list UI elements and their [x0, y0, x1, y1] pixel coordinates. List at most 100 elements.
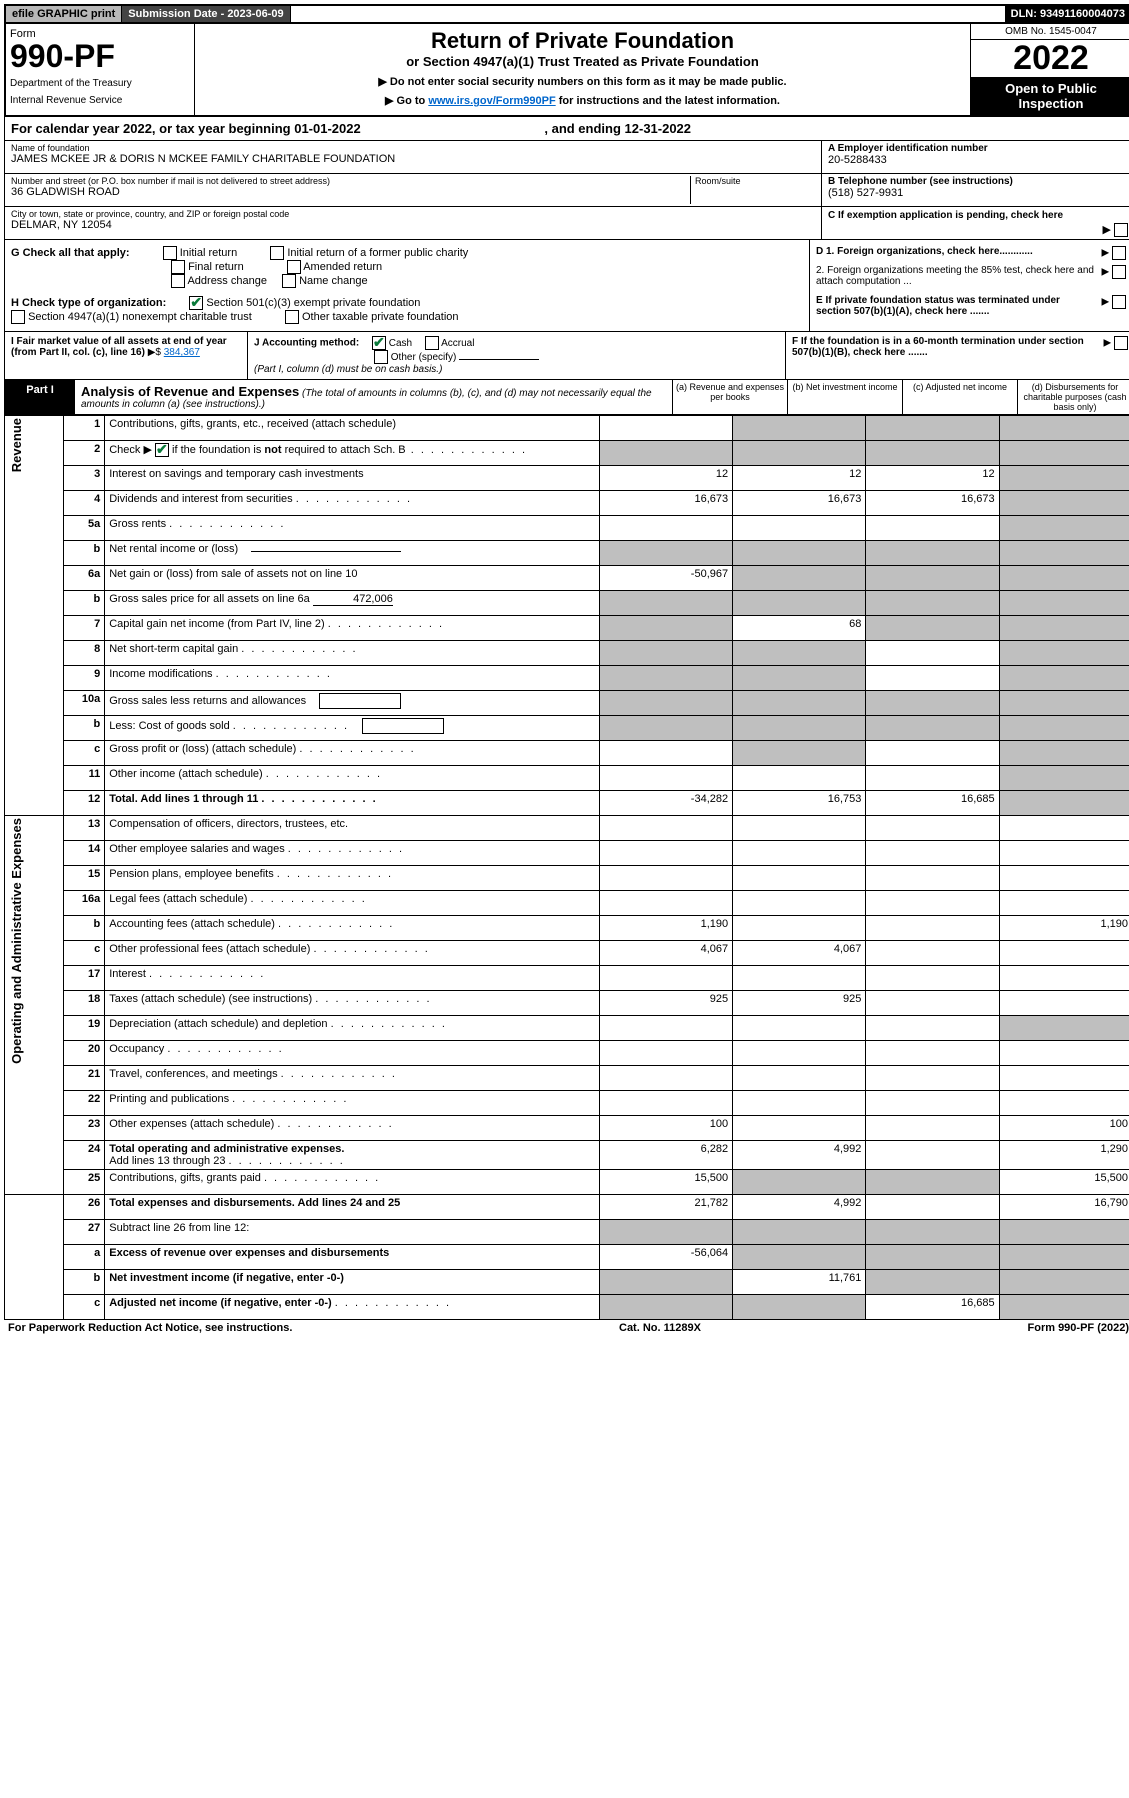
checkbox-accrual[interactable] — [425, 336, 439, 350]
table-row: 25Contributions, gifts, grants paid 15,5… — [5, 1170, 1129, 1195]
checkbox-other-acct[interactable] — [374, 350, 388, 364]
checkbox-amended[interactable] — [287, 260, 301, 274]
form-number: 990-PF — [10, 40, 190, 72]
city-state-zip: DELMAR, NY 12054 — [11, 219, 815, 231]
g-row: G Check all that apply: Initial return I… — [11, 246, 803, 288]
f-cell: F If the foundation is in a 60-month ter… — [786, 332, 1129, 379]
lower-check: I Fair market value of all assets at end… — [4, 332, 1129, 380]
entity-left: Name of foundation JAMES MCKEE JR & DORI… — [5, 141, 821, 239]
header-right: OMB No. 1545-0047 2022 Open to Public In… — [970, 24, 1129, 115]
table-row: 9Income modifications — [5, 666, 1129, 691]
table-row: 18Taxes (attach schedule) (see instructi… — [5, 991, 1129, 1016]
footer-left: For Paperwork Reduction Act Notice, see … — [8, 1322, 292, 1334]
col-d-header: (d) Disbursements for charitable purpose… — [1017, 380, 1129, 414]
table-row: bNet investment income (if negative, ent… — [5, 1270, 1129, 1295]
dept-treasury: Department of the Treasury — [10, 78, 190, 89]
col-a-header: (a) Revenue and expenses per books — [672, 380, 787, 414]
entity-right: A Employer identification number 20-5288… — [821, 141, 1129, 239]
table-row: bNet rental income or (loss) — [5, 541, 1129, 566]
part1-columns: (a) Revenue and expenses per books (b) N… — [672, 380, 1129, 414]
table-row: Operating and Administrative Expenses 13… — [5, 816, 1129, 841]
footer-mid: Cat. No. 11289X — [619, 1322, 701, 1334]
ein: 20-5288433 — [828, 154, 1126, 166]
table-row: 5aGross rents — [5, 516, 1129, 541]
table-row: cGross profit or (loss) (attach schedule… — [5, 741, 1129, 766]
table-row: 2Check ▶ if the foundation is not requir… — [5, 441, 1129, 466]
expenses-label: Operating and Administrative Expenses — [9, 818, 24, 1064]
part1-desc: Analysis of Revenue and Expenses (The to… — [75, 380, 672, 414]
fmv-value: 384,367 — [164, 347, 200, 358]
table-row: 15Pension plans, employee benefits — [5, 866, 1129, 891]
d1-item: D 1. Foreign organizations, check here..… — [816, 246, 1126, 257]
checkbox-f[interactable] — [1114, 336, 1128, 350]
phone-cell: B Telephone number (see instructions) (5… — [822, 174, 1129, 207]
table-row: 6aNet gain or (loss) from sale of assets… — [5, 566, 1129, 591]
street-address: 36 GLADWISH ROAD — [11, 186, 690, 198]
table-row: 21Travel, conferences, and meetings — [5, 1066, 1129, 1091]
tax-year: 2022 — [971, 40, 1129, 77]
revenue-label: Revenue — [9, 418, 24, 472]
h-row: H Check type of organization: Section 50… — [11, 296, 803, 324]
table-row: 17Interest — [5, 966, 1129, 991]
irs-link[interactable]: www.irs.gov/Form990PF — [428, 95, 555, 107]
checkbox-other-tax[interactable] — [285, 310, 299, 324]
open-public: Open to Public Inspection — [971, 77, 1129, 115]
check-section: G Check all that apply: Initial return I… — [4, 240, 1129, 332]
table-row: 8Net short-term capital gain — [5, 641, 1129, 666]
submission-date: Submission Date - 2023-06-09 — [122, 6, 290, 22]
checkbox-address[interactable] — [171, 274, 185, 288]
efile-label: efile GRAPHIC print — [6, 6, 122, 22]
footer: For Paperwork Reduction Act Notice, see … — [4, 1320, 1129, 1336]
form-subtitle: or Section 4947(a)(1) Trust Treated as P… — [203, 54, 962, 69]
table-row: 20Occupancy — [5, 1041, 1129, 1066]
omb-number: OMB No. 1545-0047 — [971, 24, 1129, 40]
checkbox-4947[interactable] — [11, 310, 25, 324]
table-row: 16aLegal fees (attach schedule) — [5, 891, 1129, 916]
checkbox-name[interactable] — [282, 274, 296, 288]
header: Form 990-PF Department of the Treasury I… — [4, 24, 1129, 117]
table-row: 14Other employee salaries and wages — [5, 841, 1129, 866]
table-row: Revenue 1Contributions, gifts, grants, e… — [5, 416, 1129, 441]
table-row: 27Subtract line 26 from line 12: — [5, 1220, 1129, 1245]
part1-header: Part I Analysis of Revenue and Expenses … — [4, 380, 1129, 415]
table-row: 24Total operating and administrative exp… — [5, 1141, 1129, 1170]
instruction-2: ▶ Go to www.irs.gov/Form990PF for instru… — [203, 94, 962, 107]
accounting-cell: J Accounting method: Cash Accrual Other … — [248, 332, 786, 379]
header-left: Form 990-PF Department of the Treasury I… — [6, 24, 195, 115]
table-row: 4Dividends and interest from securities … — [5, 491, 1129, 516]
col-b-header: (b) Net investment income — [787, 380, 902, 414]
checkbox-501c3[interactable] — [189, 296, 203, 310]
checkbox-c[interactable] — [1114, 223, 1128, 237]
main-table: Revenue 1Contributions, gifts, grants, e… — [4, 415, 1129, 1320]
table-row: 3Interest on savings and temporary cash … — [5, 466, 1129, 491]
header-center: Return of Private Foundation or Section … — [195, 24, 970, 115]
part1-label: Part I — [5, 380, 75, 414]
d2-item: 2. Foreign organizations meeting the 85%… — [816, 265, 1126, 287]
c-pending: C If exemption application is pending, c… — [822, 207, 1129, 239]
room-label: Room/suite — [695, 176, 815, 186]
checkbox-cash[interactable] — [372, 336, 386, 350]
table-row: 7Capital gain net income (from Part IV, … — [5, 616, 1129, 641]
table-row: aExcess of revenue over expenses and dis… — [5, 1245, 1129, 1270]
checkbox-schb[interactable] — [155, 443, 169, 457]
checkbox-final[interactable] — [171, 260, 185, 274]
ein-cell: A Employer identification number 20-5288… — [822, 141, 1129, 174]
entity-block: Name of foundation JAMES MCKEE JR & DORI… — [4, 141, 1129, 240]
footer-right: Form 990-PF (2022) — [1028, 1322, 1129, 1334]
table-row: bLess: Cost of goods sold — [5, 716, 1129, 741]
checkbox-former[interactable] — [270, 246, 284, 260]
table-row: bAccounting fees (attach schedule) 1,190… — [5, 916, 1129, 941]
table-row: 23Other expenses (attach schedule) 10010… — [5, 1116, 1129, 1141]
checkbox-d2[interactable] — [1112, 265, 1126, 279]
foundation-name: JAMES MCKEE JR & DORIS N MCKEE FAMILY CH… — [11, 153, 815, 165]
table-row: 10aGross sales less returns and allowanc… — [5, 691, 1129, 716]
check-left: G Check all that apply: Initial return I… — [5, 240, 809, 331]
checkbox-e[interactable] — [1112, 295, 1126, 309]
fmv-cell: I Fair market value of all assets at end… — [5, 332, 248, 379]
col-c-header: (c) Adjusted net income — [902, 380, 1017, 414]
foundation-name-cell: Name of foundation JAMES MCKEE JR & DORI… — [5, 141, 821, 174]
checkbox-initial[interactable] — [163, 246, 177, 260]
checkbox-d1[interactable] — [1112, 246, 1126, 260]
table-row: 12Total. Add lines 1 through 11 -34,2821… — [5, 791, 1129, 816]
e-item: E If private foundation status was termi… — [816, 295, 1126, 317]
